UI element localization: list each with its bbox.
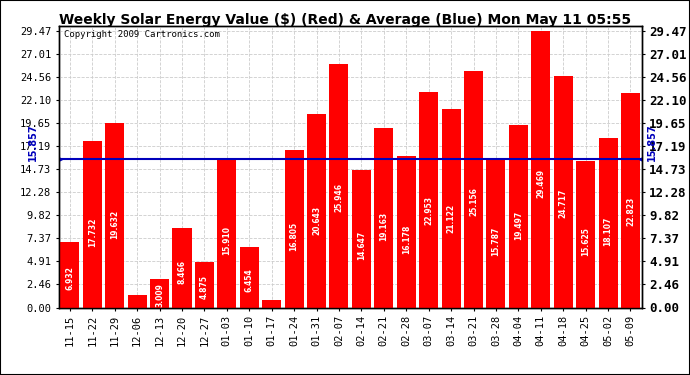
Text: 24.717: 24.717 (559, 188, 568, 218)
Text: 15.910: 15.910 (222, 226, 231, 255)
Text: 4.875: 4.875 (200, 275, 209, 299)
Text: 14.647: 14.647 (357, 231, 366, 260)
Text: 15.857: 15.857 (28, 124, 38, 161)
Text: 6.932: 6.932 (66, 266, 75, 290)
Text: 22.823: 22.823 (626, 196, 635, 226)
Bar (464, 71, 483, 308)
Text: 8.466: 8.466 (177, 260, 186, 284)
Bar (397, 156, 416, 308)
Bar (442, 109, 461, 307)
Bar (239, 247, 259, 308)
Bar (531, 31, 551, 308)
Text: 25.946: 25.946 (335, 183, 344, 212)
Text: 19.163: 19.163 (380, 212, 388, 241)
Text: 29.469: 29.469 (536, 168, 545, 198)
Bar (195, 262, 214, 308)
Bar (284, 150, 304, 308)
Bar (621, 93, 640, 308)
Bar (60, 243, 79, 308)
Text: 19.497: 19.497 (514, 210, 523, 240)
Bar (509, 124, 528, 308)
Bar (374, 128, 393, 308)
Bar (553, 75, 573, 308)
Text: 25.156: 25.156 (469, 187, 478, 216)
Text: 19.632: 19.632 (110, 210, 119, 239)
Bar (128, 295, 147, 307)
Text: 6.454: 6.454 (245, 268, 254, 292)
Bar (83, 141, 102, 308)
Text: 22.953: 22.953 (424, 196, 433, 225)
Bar (172, 228, 192, 308)
Text: 15.787: 15.787 (491, 226, 500, 255)
Text: 16.178: 16.178 (402, 225, 411, 254)
Text: 3.009: 3.009 (155, 283, 164, 307)
Bar (419, 92, 438, 308)
Text: 15.625: 15.625 (581, 227, 590, 256)
Text: Weekly Solar Energy Value ($) (Red) & Average (Blue) Mon May 11 05:55: Weekly Solar Energy Value ($) (Red) & Av… (59, 13, 631, 27)
Bar (598, 138, 618, 308)
Bar (576, 161, 595, 308)
Bar (486, 159, 506, 308)
Bar (352, 170, 371, 308)
Text: 15.857: 15.857 (647, 124, 657, 161)
Bar (307, 114, 326, 308)
Bar (329, 64, 348, 308)
Text: Copyright 2009 Cartronics.com: Copyright 2009 Cartronics.com (64, 30, 220, 39)
Text: 20.643: 20.643 (312, 206, 321, 235)
Bar (105, 123, 124, 308)
Bar (217, 158, 237, 308)
Bar (262, 300, 282, 307)
Bar (150, 279, 169, 308)
Text: 21.122: 21.122 (446, 204, 455, 233)
Text: 18.107: 18.107 (604, 216, 613, 246)
Text: 17.732: 17.732 (88, 218, 97, 247)
Text: 16.805: 16.805 (290, 222, 299, 251)
